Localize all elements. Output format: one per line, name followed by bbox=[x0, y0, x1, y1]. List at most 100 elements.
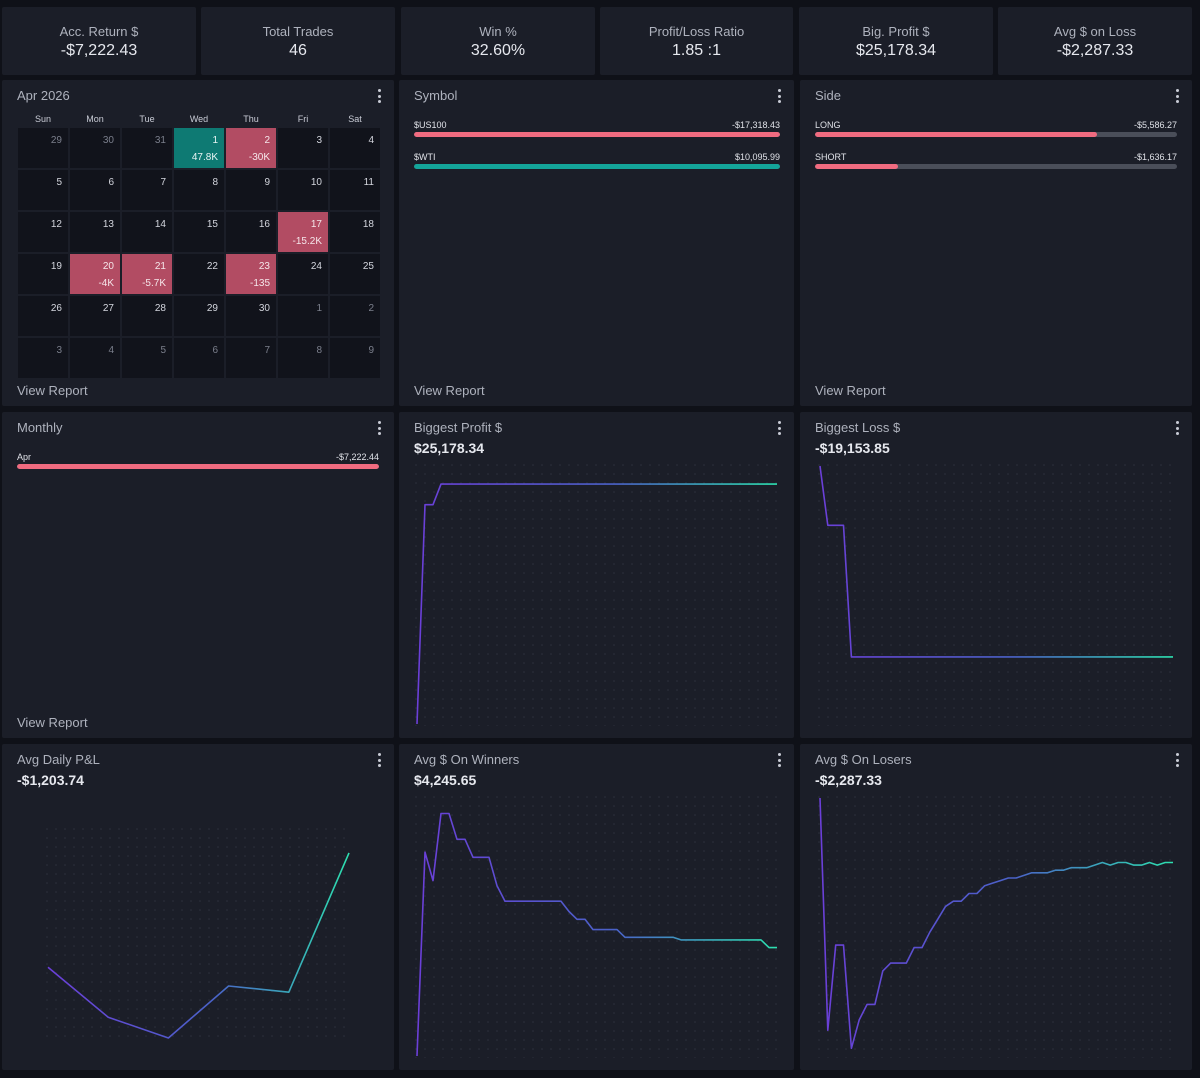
stat-profit-loss-ratio: Profit/Loss Ratio 1.85 :1 bbox=[600, 7, 793, 75]
calendar-day[interactable]: 21 -5.7K bbox=[122, 254, 172, 294]
more-menu-icon[interactable] bbox=[376, 752, 382, 768]
calendar-day[interactable]: 16 bbox=[226, 212, 276, 252]
calendar-day[interactable]: 10 bbox=[278, 170, 328, 210]
day-number: 7 bbox=[264, 345, 270, 356]
day-pnl: -30K bbox=[248, 152, 270, 163]
calendar-day[interactable]: 25 bbox=[330, 254, 380, 294]
calendar-day[interactable]: 4 bbox=[330, 128, 380, 168]
calendar-day[interactable]: 1 47.8K bbox=[174, 128, 224, 168]
more-menu-icon[interactable] bbox=[1174, 88, 1180, 104]
chart-grid bbox=[415, 796, 779, 1058]
avg-on-winners-title: Avg $ On Winners bbox=[414, 752, 520, 767]
biggest-loss-panel: Biggest Loss $ -$19,153.85 bbox=[800, 412, 1192, 738]
calendar-day[interactable]: 18 bbox=[330, 212, 380, 252]
calendar-day[interactable]: 5 bbox=[122, 338, 172, 378]
avg-daily-pnl-panel: Avg Daily P&L -$1,203.74 bbox=[2, 744, 394, 1070]
calendar-day[interactable]: 9 bbox=[330, 338, 380, 378]
calendar-day[interactable]: 2 bbox=[330, 296, 380, 336]
side-bar-long[interactable]: LONG -$5,586.27 bbox=[815, 120, 1177, 140]
calendar-day[interactable]: 30 bbox=[70, 128, 120, 168]
weekday-label: Fri bbox=[297, 114, 309, 124]
calendar-day[interactable]: 22 bbox=[174, 254, 224, 294]
calendar-day[interactable]: 15 bbox=[174, 212, 224, 252]
calendar-day[interactable]: 6 bbox=[174, 338, 224, 378]
biggest-profit-panel: Biggest Profit $ $25,178.34 bbox=[399, 412, 794, 738]
calendar-day[interactable]: 30 bbox=[226, 296, 276, 336]
more-menu-icon[interactable] bbox=[776, 420, 782, 436]
view-report-link[interactable]: View Report bbox=[17, 715, 88, 730]
calendar-day[interactable]: 5 bbox=[18, 170, 68, 210]
calendar-day[interactable]: 11 bbox=[330, 170, 380, 210]
view-report-link[interactable]: View Report bbox=[414, 383, 485, 398]
side-bar-short[interactable]: SHORT -$1,636.17 bbox=[815, 152, 1177, 172]
calendar-day[interactable]: 12 bbox=[18, 212, 68, 252]
calendar-day[interactable]: 3 bbox=[278, 128, 328, 168]
calendar-day[interactable]: 31 bbox=[122, 128, 172, 168]
view-report-link[interactable]: View Report bbox=[815, 383, 886, 398]
bar-fill bbox=[815, 164, 899, 169]
calendar-day[interactable]: 3 bbox=[18, 338, 68, 378]
stat-label: Total Trades bbox=[262, 24, 334, 39]
calendar-day[interactable]: 19 bbox=[18, 254, 68, 294]
more-menu-icon[interactable] bbox=[376, 88, 382, 104]
more-menu-icon[interactable] bbox=[1174, 420, 1180, 436]
calendar-weekdays: Sun Mon Tue Wed Thu Fri Sat bbox=[18, 114, 380, 128]
day-number: 22 bbox=[206, 261, 218, 272]
calendar-day[interactable]: 6 bbox=[70, 170, 120, 210]
stat-value: 1.85 :1 bbox=[672, 42, 721, 59]
day-pnl: 47.8K bbox=[191, 152, 218, 163]
calendar-day[interactable]: 7 bbox=[226, 338, 276, 378]
calendar-day[interactable]: 7 bbox=[122, 170, 172, 210]
calendar-day[interactable]: 8 bbox=[278, 338, 328, 378]
stat-big-profit: Big. Profit $ $25,178.34 bbox=[799, 7, 993, 75]
calendar-day[interactable]: 26 bbox=[18, 296, 68, 336]
calendar-day[interactable]: 24 bbox=[278, 254, 328, 294]
day-number: 6 bbox=[108, 177, 114, 188]
bar-value: -$5,586.27 bbox=[1133, 120, 1177, 130]
more-menu-icon[interactable] bbox=[776, 752, 782, 768]
calendar-panel: Apr 2026 Sun Mon Tue Wed Thu Fri Sat 29 30 31 1 47… bbox=[2, 80, 394, 406]
stat-acc-return: Acc. Return $ -$7,222.43 bbox=[2, 7, 196, 75]
calendar-day[interactable]: 1 bbox=[278, 296, 328, 336]
calendar-day[interactable]: 29 bbox=[174, 296, 224, 336]
day-number: 9 bbox=[264, 177, 270, 188]
more-menu-icon[interactable] bbox=[376, 420, 382, 436]
bar-track bbox=[414, 164, 780, 169]
calendar-day[interactable]: 17 -15.2K bbox=[278, 212, 328, 252]
stat-value: $25,178.34 bbox=[855, 42, 937, 59]
calendar-day[interactable]: 23 -135 bbox=[226, 254, 276, 294]
biggest-loss-title: Biggest Loss $ bbox=[815, 420, 901, 435]
bar-value: -$7,222.44 bbox=[335, 452, 379, 462]
calendar-day[interactable]: 29 bbox=[18, 128, 68, 168]
calendar-day[interactable]: 2 -30K bbox=[226, 128, 276, 168]
calendar: Sun Mon Tue Wed Thu Fri Sat 29 30 31 1 47.8K 2 -30K 3… bbox=[18, 114, 380, 378]
day-number: 1 bbox=[316, 303, 322, 314]
calendar-day[interactable]: 20 -4K bbox=[70, 254, 120, 294]
calendar-day[interactable]: 14 bbox=[122, 212, 172, 252]
day-pnl: -135 bbox=[249, 278, 270, 289]
more-menu-icon[interactable] bbox=[1174, 752, 1180, 768]
calendar-day[interactable]: 8 bbox=[174, 170, 224, 210]
day-number: 5 bbox=[56, 177, 62, 188]
calendar-day[interactable]: 9 bbox=[226, 170, 276, 210]
avg-on-losers-chart bbox=[818, 796, 1175, 1058]
calendar-day[interactable]: 13 bbox=[70, 212, 120, 252]
avg-on-winners-value: $4,245.65 bbox=[414, 772, 477, 788]
symbol-bar-us100[interactable]: $US100 -$17,318.43 bbox=[414, 120, 780, 140]
calendar-day[interactable]: 4 bbox=[70, 338, 120, 378]
day-number: 28 bbox=[154, 303, 166, 314]
bar-track bbox=[815, 164, 1177, 169]
stat-label: Avg $ on Loss bbox=[1053, 24, 1137, 39]
bar-value: -$1,636.17 bbox=[1133, 152, 1177, 162]
day-number: 2 bbox=[368, 303, 374, 314]
calendar-day[interactable]: 28 bbox=[122, 296, 172, 336]
monthly-bar-apr[interactable]: Apr -$7,222.44 bbox=[17, 452, 379, 472]
day-number: 25 bbox=[362, 261, 374, 272]
day-number: 18 bbox=[362, 219, 374, 230]
avg-on-losers-panel: Avg $ On Losers -$2,287.33 bbox=[800, 744, 1192, 1070]
calendar-day[interactable]: 27 bbox=[70, 296, 120, 336]
view-report-link[interactable]: View Report bbox=[17, 383, 88, 398]
series-line bbox=[819, 465, 1173, 658]
symbol-bar-wti[interactable]: $WTI $10,095.99 bbox=[414, 152, 780, 172]
more-menu-icon[interactable] bbox=[776, 88, 782, 104]
